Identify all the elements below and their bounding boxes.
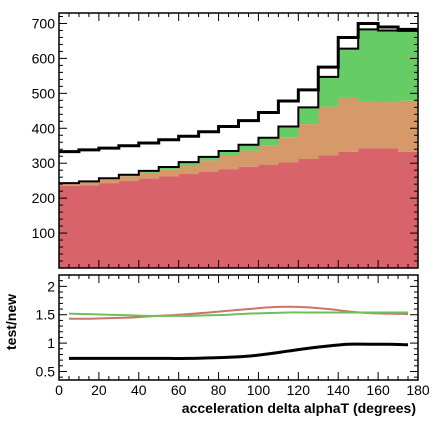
stack-bar-s1-b8 [218, 155, 239, 170]
stack-bar-s2-b17 [398, 30, 419, 101]
stack-bar-s0-b11 [278, 162, 299, 268]
stack-bar-s0-b10 [258, 164, 279, 268]
stack-bar-s1-b17 [398, 100, 419, 152]
ratio-line-0 [68, 342, 409, 360]
stack-bar-s2-b14 [338, 48, 359, 98]
stack-bar-s0-b17 [398, 151, 419, 268]
stack-bar-s1-b14 [338, 97, 359, 152]
stack-bar-s1-b2 [98, 179, 120, 184]
stack-bar-s1-b12 [298, 124, 319, 160]
ratio-y-tick-label: 0.5 [36, 363, 56, 379]
x-tick-label: 120 [287, 382, 311, 398]
stack-bar-s2-b12 [298, 107, 319, 125]
ratio-y-tick-label: 2 [47, 278, 55, 294]
x-tick-label: 140 [327, 382, 351, 398]
outline-histogram-step [59, 21, 418, 154]
stack-bar-s0-b9 [238, 166, 259, 268]
stack-bar-s2-b6 [178, 162, 199, 165]
stack-bar-s0-b4 [138, 178, 160, 268]
stack-bar-s0-b16 [378, 148, 399, 268]
stack-total-step [59, 28, 418, 185]
ratio-y-axis-label: test/new [3, 294, 19, 350]
x-tick-label: 160 [366, 382, 390, 398]
stack-bar-s2-b7 [198, 156, 219, 161]
stack-bar-s0-b0 [59, 185, 80, 268]
x-tick-label: 100 [247, 382, 271, 398]
x-tick-label: 20 [91, 382, 107, 398]
main-y-tick-label: 400 [32, 120, 56, 136]
main-panel: 100 200 300 400 500 600 700 [32, 12, 419, 269]
stack-bar-s1-b1 [78, 182, 100, 186]
stack-bar-s0-b8 [218, 169, 239, 268]
stack-bar-s1-b9 [238, 150, 259, 167]
x-tick-label: 0 [55, 382, 63, 398]
stack-bar-s2-b15 [358, 29, 379, 102]
stack-bar-s0-b3 [118, 181, 140, 268]
x-tick-label: 180 [406, 382, 430, 398]
stack-bar-s0-b13 [318, 155, 339, 268]
stack-bar-s1-b5 [158, 169, 179, 177]
stack-bar-s0-b15 [358, 148, 379, 268]
stack-bar-s1-b6 [178, 164, 199, 175]
ratio-frame [58, 274, 419, 381]
ratio-y-tick-label: 1 [47, 335, 55, 351]
main-y-tick-label: 700 [32, 15, 56, 31]
stack-bar-s0-b7 [198, 171, 219, 268]
stack-bar-s1-b7 [198, 160, 219, 172]
stack-bar-s0-b6 [178, 174, 199, 268]
stack-bar-s2-b10 [258, 137, 279, 146]
stack-bar-s0-b12 [298, 159, 319, 268]
stack-bar-s1-b13 [318, 106, 339, 156]
main-y-tick-label: 500 [32, 85, 56, 101]
stack-bar-s1-b16 [378, 102, 399, 149]
stack-bar-s1-b15 [358, 101, 379, 149]
stack-bar-s2-b5 [158, 167, 179, 170]
stack-bar-s0-b2 [98, 183, 120, 268]
stack-bar-s0-b1 [78, 185, 100, 268]
stack-bar-s2-b13 [318, 76, 339, 107]
stack-bar-s1-b3 [118, 176, 140, 182]
stack-bar-s0-b14 [338, 151, 359, 268]
main-y-tick-label: 200 [32, 190, 56, 206]
stack-bar-s2-b16 [378, 30, 399, 103]
main-y-tick-label: 600 [32, 50, 56, 66]
ratio-line-2 [68, 311, 409, 317]
x-tick-label: 80 [211, 382, 227, 398]
stack-bar-s1-b0 [59, 183, 80, 186]
x-axis-label: acceleration delta alphaT (degrees) [182, 400, 416, 416]
ratio-y-tick-label: 1.5 [36, 307, 56, 323]
x-tick-label: 40 [131, 382, 147, 398]
main-y-tick-label: 100 [32, 225, 56, 241]
stack-bar-s1-b10 [258, 145, 279, 165]
x-tick-label: 60 [171, 382, 187, 398]
stack-bar-s2-b11 [278, 126, 299, 138]
stack-bar-s2-b8 [218, 150, 239, 156]
stack-bar-s2-b9 [238, 144, 259, 151]
stack-bar-s1-b4 [138, 172, 160, 179]
stack-bar-s0-b5 [158, 176, 179, 268]
ratio-panel: 0.511.520 20 40 60 80 100 120 140 160 180 [36, 274, 430, 398]
main-y-tick-label: 300 [32, 155, 56, 171]
stack-bar-s1-b11 [278, 137, 299, 163]
